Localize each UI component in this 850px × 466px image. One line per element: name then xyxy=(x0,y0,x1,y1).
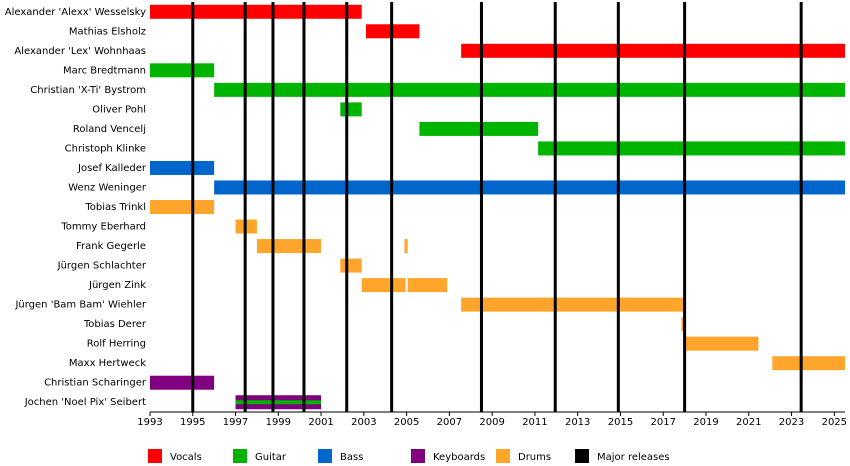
member-bar xyxy=(256,239,322,254)
member-label: Christoph Klinke xyxy=(65,143,146,154)
member-label: Mathias Elsholz xyxy=(69,26,146,37)
member-bar xyxy=(419,121,539,136)
member-label: Jürgen Schlachter xyxy=(57,261,147,272)
member-label: Alexander 'Alexx' Wesselsky xyxy=(5,7,146,18)
member-bar xyxy=(772,356,845,371)
legend-label: Vocals xyxy=(170,452,202,463)
member-bar xyxy=(150,375,215,390)
member-bar xyxy=(681,317,685,332)
member-bar xyxy=(214,82,846,97)
legend-swatch xyxy=(148,449,162,463)
x-tick-label: 2017 xyxy=(651,417,676,428)
x-tick-label: 1999 xyxy=(266,417,291,428)
x-tick-label: 2025 xyxy=(822,417,847,428)
member-label: Rolf Herring xyxy=(87,339,146,350)
x-tick-label: 2009 xyxy=(479,417,504,428)
member-bar xyxy=(461,297,685,312)
member-bar xyxy=(150,63,215,78)
legend-swatch xyxy=(233,449,247,463)
member-bar xyxy=(150,200,215,214)
member-bar xyxy=(684,336,759,351)
x-tick-label: 1997 xyxy=(223,417,248,428)
x-tick-label: 2001 xyxy=(308,417,333,428)
member-bar xyxy=(461,43,845,58)
member-label: Josef Kalleder xyxy=(77,163,147,174)
member-bar xyxy=(407,278,448,293)
member-label: Jürgen Zink xyxy=(88,280,146,291)
legend-label: Major releases xyxy=(597,452,670,463)
member-label: Tommy Eberhard xyxy=(60,222,146,233)
member-bar xyxy=(150,160,215,175)
legend-swatch xyxy=(575,449,589,463)
member-label: Wenz Weninger xyxy=(68,182,147,193)
member-bar xyxy=(340,258,362,273)
member-label: Tobias Trinkl xyxy=(84,202,146,213)
member-label: Jochen 'Noel Pix' Seibert xyxy=(24,397,146,408)
x-tick-label: 2021 xyxy=(736,417,761,428)
member-label: Oliver Pohl xyxy=(92,104,146,115)
member-label: Christian 'X-Ti' Bystrom xyxy=(30,85,146,96)
legend-swatch xyxy=(318,449,332,463)
x-tick-label: 2003 xyxy=(351,417,376,428)
member-label: Alexander 'Lex' Wohnhaas xyxy=(14,46,146,57)
x-tick-label: 2007 xyxy=(437,417,462,428)
legend-swatch xyxy=(496,449,510,463)
x-tick-label: 1993 xyxy=(137,417,162,428)
x-tick-label: 2013 xyxy=(565,417,590,428)
legend-label: Keyboards xyxy=(433,452,485,463)
member-label: Jürgen 'Bam Bam' Wiehler xyxy=(14,300,146,311)
member-label: Tobias Derer xyxy=(83,319,147,330)
x-tick-label: 2015 xyxy=(608,417,633,428)
x-tick-label: 2011 xyxy=(522,417,547,428)
member-bar xyxy=(214,180,846,195)
member-label: Frank Gegerle xyxy=(76,241,146,252)
member-bar xyxy=(235,400,322,405)
legend-label: Bass xyxy=(340,452,363,463)
member-bar xyxy=(404,239,408,254)
member-bar xyxy=(538,141,845,156)
legend-label: Guitar xyxy=(255,452,287,463)
member-label: Maxx Hertweck xyxy=(69,358,146,369)
member-bar xyxy=(150,4,362,19)
legend-label: Drums xyxy=(518,452,551,463)
x-tick-label: 1995 xyxy=(180,417,205,428)
x-tick-label: 2005 xyxy=(394,417,419,428)
x-tick-label: 2023 xyxy=(779,417,804,428)
member-bar xyxy=(340,102,362,117)
member-bar xyxy=(361,278,406,293)
x-tick-label: 2019 xyxy=(693,417,718,428)
legend-swatch xyxy=(411,449,425,463)
member-label: Roland Vencelj xyxy=(73,124,146,135)
member-label: Christian Scharinger xyxy=(44,378,147,389)
member-label: Marc Bredtmann xyxy=(63,65,146,76)
